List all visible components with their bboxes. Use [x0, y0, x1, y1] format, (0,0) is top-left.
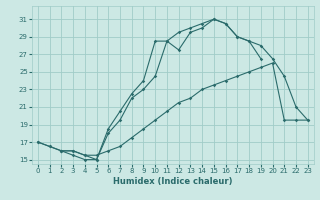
- X-axis label: Humidex (Indice chaleur): Humidex (Indice chaleur): [113, 177, 233, 186]
